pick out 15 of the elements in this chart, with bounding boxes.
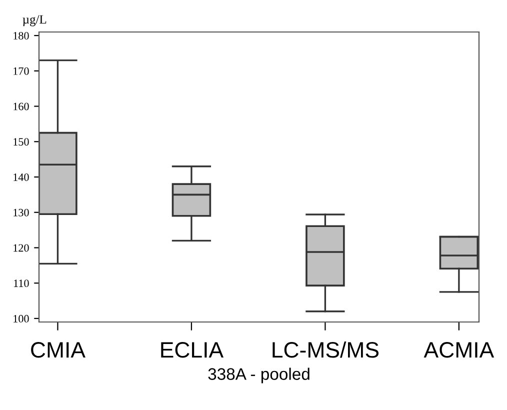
y-tick-label: 150 xyxy=(14,138,29,146)
y-tick-label: 170 xyxy=(14,67,29,75)
x-tick-label: LC-MS/MS xyxy=(272,341,379,358)
y-tick-label: 180 xyxy=(14,32,29,40)
y-tick-label: 140 xyxy=(14,173,29,181)
x-axis-title: 338A - pooled xyxy=(208,368,310,384)
y-tick-label: 110 xyxy=(14,280,29,288)
x-tick-label: ECLIA xyxy=(161,342,224,358)
x-tick-label: ACMIA xyxy=(424,342,494,358)
y-axis-title: µg/L xyxy=(22,15,46,26)
y-tick-label: 160 xyxy=(14,102,29,110)
y-tick-label: 130 xyxy=(14,208,29,216)
x-tick-label: CMIA xyxy=(31,342,86,358)
y-tick-label: 120 xyxy=(14,244,29,252)
y-tick-label: 100 xyxy=(14,314,29,322)
